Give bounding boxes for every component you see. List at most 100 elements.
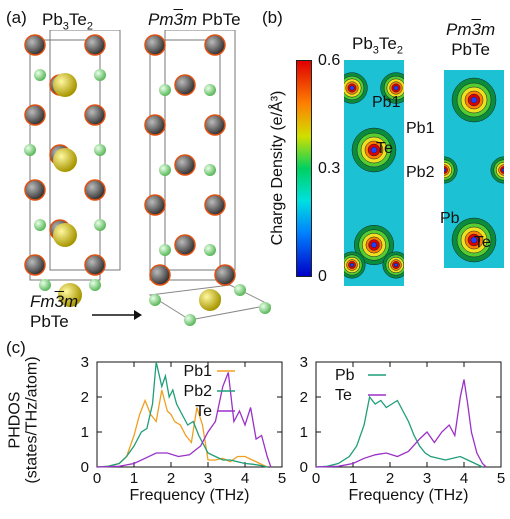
pb-atom	[84, 179, 106, 201]
y-tick-label: 0	[81, 459, 89, 476]
te-atom	[94, 144, 106, 156]
te-atom	[159, 84, 171, 96]
y-tick-label: 1	[300, 424, 308, 441]
series-line-te	[96, 372, 272, 468]
map-title-pm3m-pbte: Pm3m PbTe	[446, 20, 496, 59]
atoms	[24, 34, 271, 326]
colorbar	[296, 60, 312, 277]
atom-label-pb1-top: Pb1	[372, 94, 401, 111]
pb-atom	[84, 104, 106, 126]
atom-label-pb1-right: Pb1	[406, 120, 435, 137]
te-atom	[159, 244, 171, 256]
colorbar-tick-bottom: 0	[318, 268, 327, 285]
x-tick-label: 4	[241, 470, 249, 487]
te-atom	[204, 164, 216, 176]
x-tick-label: 0	[312, 470, 320, 487]
colorbar-tick-mid: 0.3	[318, 160, 341, 177]
pb-atom	[174, 234, 196, 256]
pb-atom	[24, 34, 46, 56]
panel-label-b: (b)	[262, 8, 283, 27]
atom-label-te-pbte: Te	[474, 234, 491, 251]
pb-atom	[174, 154, 196, 176]
te-atom	[259, 302, 271, 314]
y-tick-label: 0	[300, 459, 308, 476]
te-atom	[234, 284, 246, 296]
x-tick-label: 0	[93, 470, 101, 487]
x-tick-label: 1	[130, 470, 138, 487]
x-axis-label: Frequency (THz)	[129, 487, 249, 504]
contour-ring	[370, 146, 378, 154]
colorbar-label: Charge Density (e/Å³)	[269, 90, 286, 246]
y-tick-label: 3	[300, 354, 308, 371]
atom-label-pb: Pb	[440, 210, 460, 227]
panel-label-c: (c)	[6, 338, 26, 357]
legend-label-te: Te	[335, 387, 352, 404]
colorbar-tick-top: 0.6	[318, 52, 341, 69]
panel-label-a: (a)	[6, 8, 27, 27]
structure-title-fm3m-pbte: Fm3m PbTe	[30, 292, 79, 331]
contour-ring	[393, 85, 399, 91]
pb-atom	[204, 34, 226, 56]
te-atom	[159, 164, 171, 176]
y-tick-label: 2	[300, 389, 308, 406]
series-line-te	[315, 379, 487, 468]
series-line-pb2	[96, 361, 268, 468]
arrow-icon	[92, 310, 142, 320]
pb-atom	[204, 194, 226, 216]
te-atom	[204, 84, 216, 96]
series-line-pb	[315, 395, 483, 468]
series-line-pb1	[96, 389, 268, 468]
x-tick-label: 2	[167, 470, 175, 487]
pb-atom	[24, 104, 46, 126]
contour-blobs	[344, 72, 404, 279]
pb-atom	[204, 114, 226, 136]
x-tick-label: 3	[204, 470, 212, 487]
x-tick-label: 5	[278, 470, 286, 487]
legend-label-pb2: Pb2	[184, 383, 213, 400]
x-tick-label: 1	[349, 470, 357, 487]
pb-atom	[144, 194, 166, 216]
y-tick-label: 1	[81, 424, 89, 441]
pb-atom	[24, 179, 46, 201]
charge-lobe	[58, 283, 82, 307]
pb-atom	[84, 254, 106, 276]
charge-lobe	[53, 223, 77, 247]
plot-frame	[96, 361, 283, 468]
te-atom	[34, 69, 46, 81]
map-title-pb3te2: Pb3Te2	[352, 34, 404, 57]
atom-label-te: Te	[376, 140, 393, 157]
te-atom	[149, 294, 161, 306]
te-atom	[94, 219, 106, 231]
te-atom	[24, 144, 36, 156]
x-axis-label: Frequency (THz)	[348, 487, 468, 504]
pb3te2-unit-cell	[29, 30, 121, 281]
structure-title-pm3m-pbte: Pm3m PbTe	[148, 10, 241, 29]
te-atom	[34, 219, 46, 231]
te-atom	[39, 279, 51, 291]
pb-atom	[84, 34, 106, 56]
charge-lobe	[53, 148, 77, 172]
charge-lobe	[53, 73, 77, 97]
legend-label-pb1: Pb1	[184, 363, 213, 380]
x-tick-label: 5	[497, 470, 505, 487]
crystal-structures-svg	[24, 30, 272, 326]
x-tick-label: 3	[423, 470, 431, 487]
plot-frame	[315, 361, 502, 468]
contour-ring	[470, 236, 478, 244]
x-tick-label: 4	[460, 470, 468, 487]
pm3m-pbte-unit-cell	[149, 30, 236, 281]
contour-ring	[371, 242, 377, 248]
structure-title-pb3te2: Pb3Te2	[42, 10, 94, 33]
contour-ring	[349, 262, 355, 268]
te-atom	[94, 69, 106, 81]
contour-blobs	[444, 77, 504, 263]
contour-ring	[444, 167, 447, 173]
pb-atom	[149, 264, 171, 286]
te-atom	[184, 314, 196, 326]
pb-atom	[174, 74, 196, 96]
pb-atom	[214, 264, 236, 286]
contour-ring	[470, 96, 478, 104]
x-tick-label: 2	[386, 470, 394, 487]
